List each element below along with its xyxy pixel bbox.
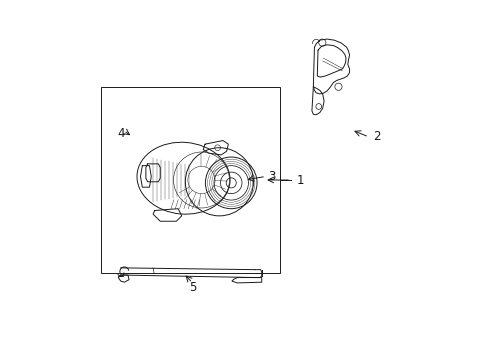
Text: 4: 4 [117,127,124,140]
Bar [101,87,280,273]
Text: 5: 5 [188,281,196,294]
Text: 1: 1 [296,174,304,186]
Text: 2: 2 [373,130,380,144]
Text: 3: 3 [267,170,275,183]
